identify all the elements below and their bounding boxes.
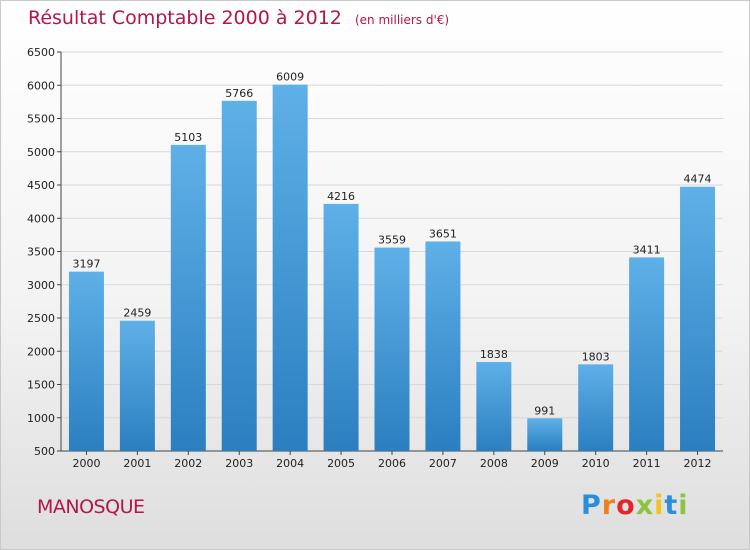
y-tick-label: 5000 bbox=[27, 146, 55, 159]
y-tick-label: 4500 bbox=[27, 179, 55, 192]
data-label-2006: 3559 bbox=[378, 234, 406, 247]
bar-2009[interactable] bbox=[527, 418, 563, 451]
x-tick-label-2002: 2002 bbox=[174, 457, 202, 470]
y-tick-label: 1000 bbox=[27, 412, 55, 425]
logo-letter: P bbox=[581, 490, 602, 521]
y-tick-label: 6500 bbox=[27, 46, 55, 59]
bar-2008[interactable] bbox=[476, 362, 512, 451]
data-label-2011: 3411 bbox=[633, 243, 661, 256]
x-tick-label-2001: 2001 bbox=[123, 457, 151, 470]
bars bbox=[68, 84, 716, 452]
data-label-2002: 5103 bbox=[174, 131, 202, 144]
y-tick-label: 3000 bbox=[27, 279, 55, 292]
y-tick-label: 2000 bbox=[27, 345, 55, 358]
data-label-2007: 3651 bbox=[429, 227, 457, 240]
bar-2012[interactable] bbox=[680, 186, 716, 451]
bar-2003[interactable] bbox=[221, 100, 257, 451]
logo-letter: t bbox=[664, 490, 679, 521]
bar-2011[interactable] bbox=[629, 257, 665, 451]
y-tick-label: 3500 bbox=[27, 246, 55, 259]
logo-letter: x bbox=[635, 490, 655, 521]
y-tick-label: 5500 bbox=[27, 113, 55, 126]
logo-letter: o bbox=[616, 490, 636, 521]
data-labels: 3197 2459 5103 5766 6009 4216 3559 3651 1838 991 1… bbox=[72, 71, 711, 418]
y-tick-label: 500 bbox=[34, 445, 55, 458]
x-tick-label-2007: 2007 bbox=[429, 457, 457, 470]
x-tick-label-2000: 2000 bbox=[72, 457, 100, 470]
title-row: Résultat Comptable 2000 à 2012 (en milli… bbox=[28, 7, 449, 29]
x-tick-label-2012: 2012 bbox=[684, 457, 712, 470]
data-label-2008: 1838 bbox=[480, 348, 508, 361]
x-tick-labels: 2000 2001 2002 2003 2004 2005 2006 2007 2008 2009… bbox=[72, 451, 712, 470]
x-tick-label-2003: 2003 bbox=[225, 457, 253, 470]
logo-letter: i bbox=[654, 490, 665, 521]
data-label-2010: 1803 bbox=[582, 350, 610, 363]
y-tick-label: 6000 bbox=[27, 79, 55, 92]
logo-letter: r bbox=[601, 490, 617, 521]
y-tick-labels: 500 1000 1500 2000 2500 3000 3500 4000 4500 5000 5… bbox=[27, 46, 61, 458]
bar-2002[interactable] bbox=[170, 144, 206, 451]
x-tick-label-2005: 2005 bbox=[327, 457, 355, 470]
data-label-2012: 4474 bbox=[684, 173, 712, 186]
bar-2000[interactable] bbox=[68, 271, 104, 451]
y-tick-label: 2500 bbox=[27, 312, 55, 325]
data-label-2000: 3197 bbox=[72, 258, 100, 271]
bar-2010[interactable] bbox=[578, 364, 614, 451]
y-tick-label: 1500 bbox=[27, 379, 55, 392]
data-label-2005: 4216 bbox=[327, 190, 355, 203]
data-label-2009: 991 bbox=[534, 404, 555, 417]
x-tick-label-2006: 2006 bbox=[378, 457, 406, 470]
x-tick-label-2008: 2008 bbox=[480, 457, 508, 470]
bar-2004[interactable] bbox=[272, 84, 308, 452]
data-label-2004: 6009 bbox=[276, 71, 304, 84]
logo-letter: i bbox=[678, 490, 689, 521]
bar-2005[interactable] bbox=[323, 203, 359, 451]
data-label-2003: 5766 bbox=[225, 87, 253, 100]
x-tick-label-2004: 2004 bbox=[276, 457, 304, 470]
x-tick-label-2011: 2011 bbox=[633, 457, 661, 470]
y-tick-label: 4000 bbox=[27, 212, 55, 225]
chart-title: Résultat Comptable 2000 à 2012 bbox=[28, 7, 342, 29]
data-label-2001: 2459 bbox=[123, 307, 151, 320]
x-tick-label-2010: 2010 bbox=[582, 457, 610, 470]
unit-note: (en milliers d'€) bbox=[354, 13, 450, 27]
bar-2006[interactable] bbox=[374, 247, 410, 451]
proxiti-logo[interactable]: Proxiti bbox=[581, 490, 689, 521]
town-name: MANOSQUE bbox=[37, 496, 145, 518]
bar-2001[interactable] bbox=[119, 320, 155, 451]
bar-2007[interactable] bbox=[425, 241, 461, 451]
x-tick-label-2009: 2009 bbox=[531, 457, 559, 470]
